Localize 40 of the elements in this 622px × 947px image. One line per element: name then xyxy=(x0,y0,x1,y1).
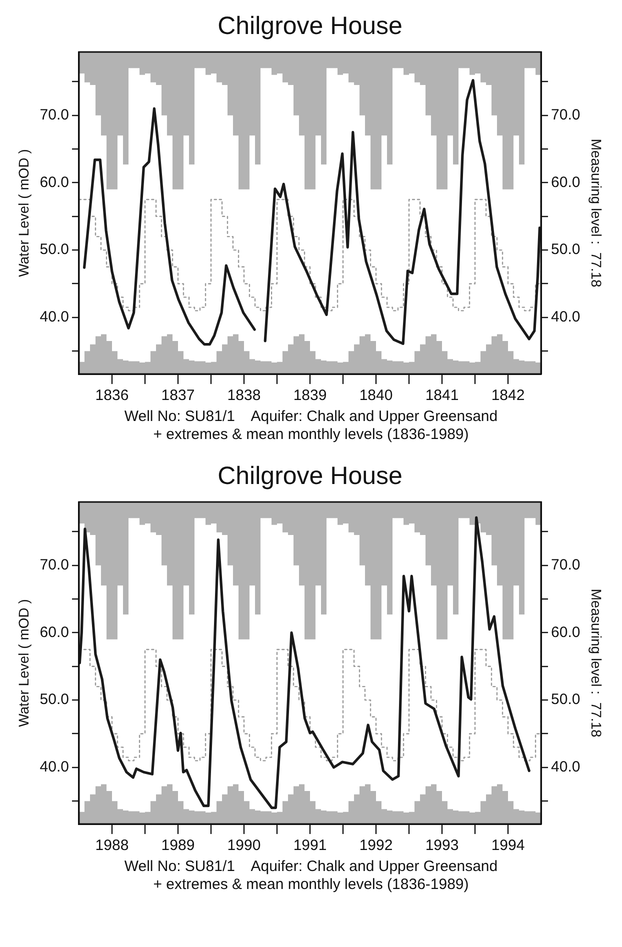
x-tick-label: 1841 xyxy=(425,387,459,404)
y-tick-label: 70.0 xyxy=(40,556,69,574)
x-tick-label: 1994 xyxy=(491,837,525,854)
x-tick-label: 1838 xyxy=(227,387,261,404)
y2-axis-title: Measuring level : 77.18 xyxy=(588,588,605,738)
y-axis-title: Water Level ( mOD ) xyxy=(15,149,32,277)
text: + extremes & mean monthly levels (1836-1989) xyxy=(152,426,470,444)
y2-tick-label: 70.0 xyxy=(551,106,580,124)
y-tick-label: 60.0 xyxy=(40,174,69,191)
y2-tick-label: 70.0 xyxy=(551,556,580,574)
y-axis-title: Water Level ( mOD ) xyxy=(15,599,32,727)
text: Well No: SU81/1 Aquifer: Chalk and Upper Greensand xyxy=(123,408,499,426)
y2-tick-label: 50.0 xyxy=(551,241,580,258)
y2-axis-title: Measuring level : 77.18 xyxy=(588,138,605,288)
y2-tick-label: 40.0 xyxy=(551,308,580,326)
x-tick-label: 1837 xyxy=(161,387,195,404)
y-tick-label: 70.0 xyxy=(40,106,69,124)
y2-tick-label: 40.0 xyxy=(551,758,580,776)
x-tick-label: 1988 xyxy=(95,837,129,854)
x-tick-label: 1839 xyxy=(293,387,327,404)
y2-tick-label: 60.0 xyxy=(551,624,580,641)
y-tick-label: 50.0 xyxy=(40,241,69,258)
chart-title: Chilgrove House xyxy=(218,462,402,490)
x-tick-label: 1993 xyxy=(425,837,459,854)
text: + extremes & mean monthly levels (1836-1989) xyxy=(152,876,470,894)
y-tick-label: 50.0 xyxy=(40,691,69,708)
y-tick-label: 40.0 xyxy=(40,758,69,776)
y-tick-label: 40.0 xyxy=(40,308,69,326)
y2-tick-label: 60.0 xyxy=(551,174,580,191)
x-tick-label: 1842 xyxy=(491,387,525,404)
text: Well No: SU81/1 Aquifer: Chalk and Upper Greensand xyxy=(123,858,499,876)
x-tick-label: 1990 xyxy=(227,837,261,854)
x-tick-label: 1991 xyxy=(293,837,327,854)
x-tick-label: 1836 xyxy=(95,387,129,404)
y-tick-label: 60.0 xyxy=(40,624,69,641)
x-tick-label: 1992 xyxy=(359,837,393,854)
x-tick-label: 1989 xyxy=(161,837,195,854)
y2-tick-label: 50.0 xyxy=(551,691,580,708)
x-tick-label: 1840 xyxy=(359,387,393,404)
chart-title: Chilgrove House xyxy=(218,12,402,40)
